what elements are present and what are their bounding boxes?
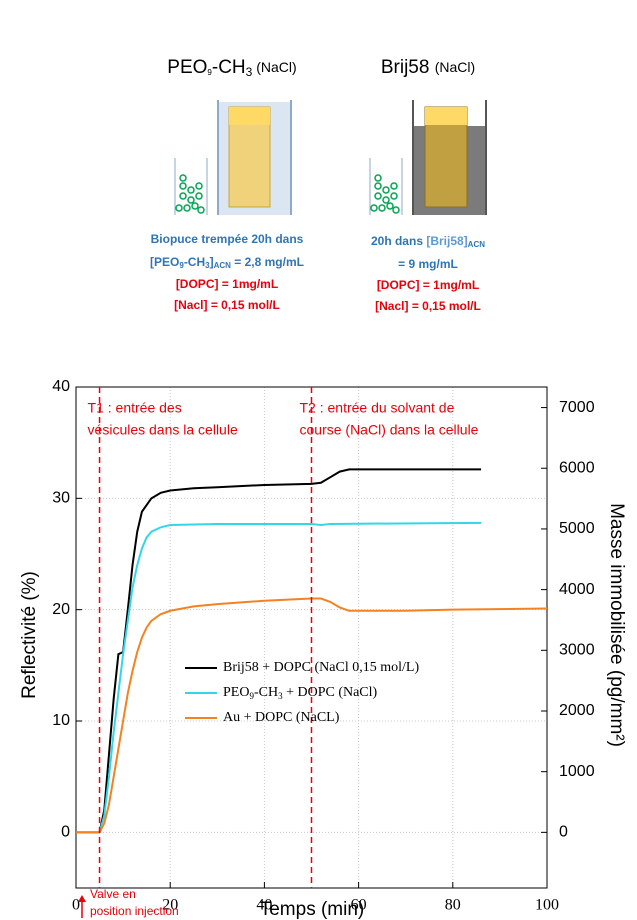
annotation: T1 : entrée des (88, 400, 182, 416)
x-tick-label: 20 (162, 897, 178, 914)
x-tick-label: 40 (256, 897, 272, 914)
y-tick-label: 20 (52, 601, 70, 618)
y2-tick-label: 2000 (559, 702, 595, 719)
data-line (76, 468, 482, 834)
legend-label-part: -CH (254, 685, 278, 700)
caption-line: 20h dans [Brij58]ACN (371, 234, 485, 249)
y-tick-label: 0 (61, 824, 70, 841)
legend-label: PEO9-CH3 + DOPC (NaCl) (223, 685, 378, 701)
panel-title: PEO9-CH3 (NaCl) (167, 57, 296, 79)
legend-label-part: PEO (223, 685, 249, 700)
legend-label-part: + DOPC (NaCl) (283, 685, 378, 700)
legend-label: Au + DOPC (NaCL) (223, 710, 340, 725)
y2-tick-label: 6000 (559, 459, 595, 476)
x-tick-label: 100 (535, 897, 559, 914)
legend-label-part: 9 (249, 691, 254, 701)
legend-label: Brij58 + DOPC (NaCl 0,15 mol/L) (223, 660, 419, 675)
x-axis-title: Temps (min) (260, 899, 365, 920)
x-tick-label: 80 (445, 897, 461, 914)
x-tick-label: 60 (351, 897, 367, 914)
y-tick-label: 30 (52, 490, 70, 507)
y-tick-label: 10 (52, 712, 70, 729)
y2-tick-label: 3000 (559, 642, 595, 659)
y-axis-title: Reflectivité (%) (19, 571, 40, 699)
schematic: PEO9-CH3 (NaCl) Brij58 (NaCl) (150, 57, 487, 313)
y2-tick-label: 1000 (559, 763, 595, 780)
annotation: T2 : entrée du solvant de (300, 400, 455, 416)
y2-tick-label: 4000 (559, 581, 595, 598)
annotation: position injection (90, 904, 179, 918)
y2-axis-title: Masse immobilisée (pg/mm²) (606, 503, 627, 747)
caption-line: [Nacl] = 0,15 mol/L (174, 298, 280, 312)
y2-tick-label: 7000 (559, 399, 595, 416)
y-tick-label: 40 (52, 378, 70, 395)
annotation: course (NaCl) dans la cellule (300, 422, 479, 438)
panel-title: Brij58 (NaCl) (381, 57, 475, 78)
y2-tick-label: 0 (559, 824, 568, 841)
data-line (76, 597, 548, 834)
beaker-left (174, 100, 292, 215)
caption-line: [DOPC] = 1mg/mL (377, 278, 479, 292)
caption-line: [DOPC] = 1mg/mL (176, 277, 278, 291)
caption-line: [PEO9-CH3]ACN = 2,8 mg/mL (150, 255, 304, 270)
y2-tick-label: 5000 (559, 520, 595, 537)
caption-line: Biopuce trempée 20h dans (151, 232, 304, 246)
annotation: Valve en (90, 887, 136, 901)
data-line (76, 521, 482, 834)
caption-line: [Nacl] = 0,15 mol/L (375, 299, 481, 313)
arrow-head (78, 895, 86, 902)
legend-label-part: 3 (278, 691, 283, 701)
beaker-right (369, 100, 487, 215)
x-tick-label: 0 (72, 897, 80, 914)
annotation: vésicules dans la cellule (88, 422, 238, 438)
caption-line: = 9 mg/mL (398, 257, 458, 271)
